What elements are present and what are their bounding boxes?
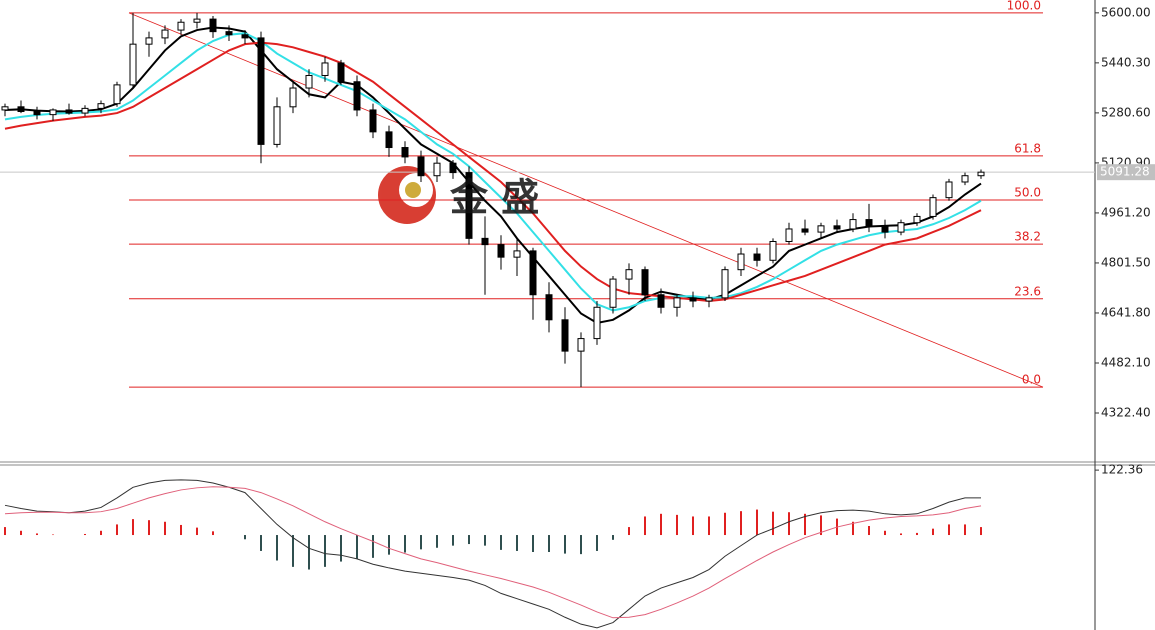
candle-body [193, 18, 201, 23]
candle-body [177, 21, 185, 31]
candle-body [337, 62, 345, 83]
candle-body [1, 106, 9, 111]
candle-body [721, 269, 729, 299]
candle-body [801, 228, 809, 233]
candle-body [49, 109, 57, 116]
candle-body [209, 18, 217, 33]
candle-body [33, 111, 41, 116]
candle-body [785, 228, 793, 242]
candle-body [257, 37, 265, 145]
candle-body [817, 225, 825, 233]
candle-body [945, 181, 953, 199]
candle-body [225, 31, 233, 36]
candle-body [529, 250, 537, 296]
watermark: 金 盛 [449, 176, 539, 220]
candle-body [769, 240, 777, 261]
candle-body [161, 29, 169, 39]
fib-label: 61.8 [1014, 141, 1041, 155]
candle-body [865, 219, 873, 227]
candle-body [465, 172, 473, 239]
fib-label: 38.2 [1014, 230, 1041, 244]
candle-body [977, 171, 985, 177]
candle-body [481, 237, 489, 246]
candle-body [689, 297, 697, 302]
candle-body [577, 338, 585, 352]
candle-body [305, 74, 313, 89]
candle-body [65, 109, 73, 114]
candle-body [433, 162, 441, 177]
y-tick-label: 4801.50 [1101, 255, 1151, 269]
candle-body [417, 156, 425, 177]
macd-line [4, 479, 981, 629]
candle-body [273, 106, 281, 145]
candle-body [673, 297, 681, 308]
logo-dot [405, 182, 421, 198]
logo [378, 166, 436, 224]
moving-average [4, 41, 982, 303]
candle-body [97, 103, 105, 109]
candle-body [961, 175, 969, 183]
candle-body [849, 219, 857, 230]
fib-trendline [128, 12, 1044, 388]
candle-body [929, 197, 937, 217]
y-tick-label: 5440.30 [1101, 55, 1151, 69]
candle-body [657, 294, 665, 308]
fib-label: 100.0 [1007, 0, 1041, 12]
candle-body [913, 215, 921, 224]
fib-label: 23.6 [1014, 284, 1041, 298]
candle-body [753, 253, 761, 261]
candle-body [705, 297, 713, 302]
candle-body [545, 294, 553, 321]
fib-label: 0.0 [1022, 373, 1041, 387]
last-price-box [1097, 164, 1155, 181]
candle-body [737, 253, 745, 271]
candle-body [593, 306, 601, 340]
candle-body [353, 81, 361, 111]
candle-body [17, 106, 25, 113]
last-price-label: 5091.28 [1100, 165, 1150, 179]
candle-body [241, 34, 249, 39]
candle-body [81, 107, 89, 114]
candle-body [641, 269, 649, 296]
candle-body [369, 109, 377, 133]
candle-body [321, 62, 329, 76]
candle-body [625, 269, 633, 280]
y-tick-label: 5280.60 [1101, 105, 1151, 119]
signal-line [4, 486, 982, 619]
moving-average [4, 32, 982, 312]
y-tick-label: 4322.40 [1101, 406, 1151, 420]
y-tick-label: 5600.00 [1101, 5, 1151, 19]
candle-body [497, 244, 505, 258]
candle-body [385, 131, 393, 149]
moving-average [4, 26, 982, 324]
fib-label: 50.0 [1014, 185, 1041, 199]
candle-body [513, 250, 521, 258]
candle-body [833, 225, 841, 230]
candle-body [145, 37, 153, 45]
candle-body [289, 87, 297, 108]
candle-body [897, 222, 905, 233]
candle-body [401, 147, 409, 158]
candle-body [129, 43, 137, 86]
y-tick-label: 4482.10 [1101, 355, 1151, 369]
y-tick-label: 4641.80 [1101, 305, 1151, 319]
y-tick-label: 122.36 [1101, 463, 1143, 477]
candle-body [113, 84, 121, 105]
candle-body [609, 278, 617, 308]
y-tick-label: 4961.20 [1101, 205, 1151, 219]
candle-body [561, 319, 569, 352]
candle-body [449, 162, 457, 174]
candle-body [881, 225, 889, 233]
